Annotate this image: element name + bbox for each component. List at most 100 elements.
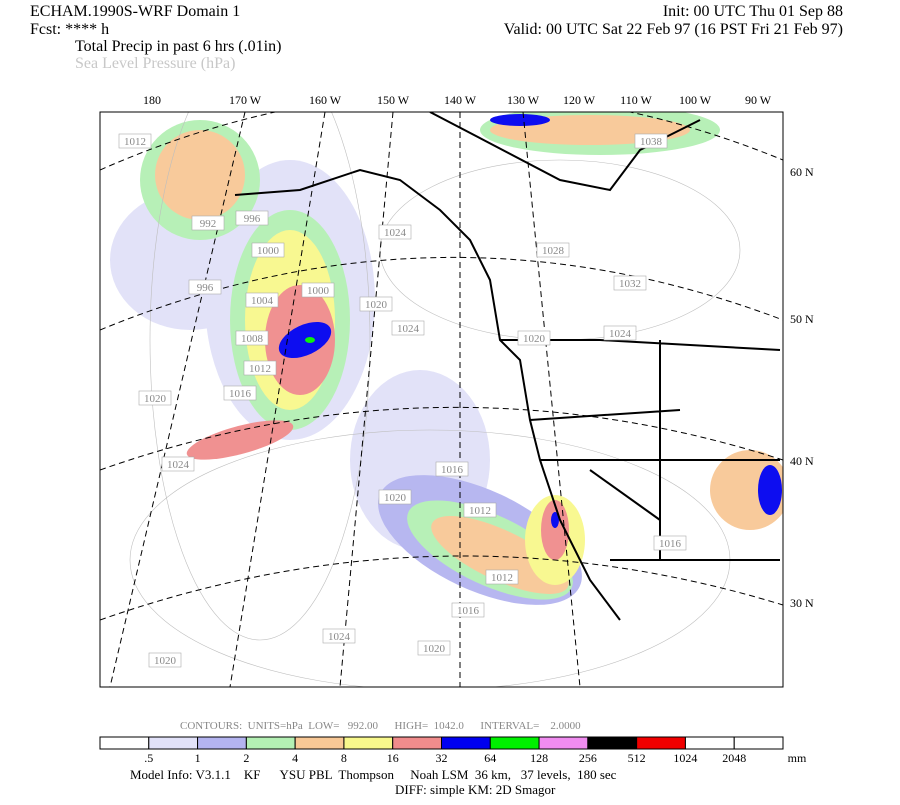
contour-label-box — [417, 640, 451, 656]
contour-label: 1008 — [241, 333, 264, 345]
contour-label-box — [485, 569, 519, 585]
contour-label: 1012 — [469, 505, 491, 517]
contour-label-box — [378, 489, 412, 505]
lon-label: 150 W — [377, 93, 410, 107]
contour-label-box — [517, 330, 551, 346]
colorbar-box — [245, 736, 296, 750]
colorbar-box — [538, 736, 589, 750]
contour-label-box — [188, 279, 222, 295]
lat-label: 40 N — [790, 454, 814, 468]
lon-label: 90 W — [745, 93, 772, 107]
contour-label: 1012 — [124, 136, 146, 148]
colorbar-label: .5 — [144, 751, 153, 765]
lon-label: 100 W — [679, 93, 712, 107]
contour-label-box — [161, 456, 195, 472]
colorbar-box — [587, 736, 638, 750]
contour-label: 1038 — [640, 136, 663, 148]
colorbar-label: 512 — [628, 751, 646, 765]
lon-label: 110 W — [620, 93, 652, 107]
colorbar-box — [343, 736, 394, 750]
contour-label-box — [653, 535, 687, 551]
contour-label: 1000 — [257, 245, 280, 257]
contour-label: 1016 — [457, 605, 480, 617]
contour-label: 1020 — [365, 299, 388, 311]
contour-label: 1020 — [144, 393, 167, 405]
contour-label-box — [191, 215, 225, 231]
contour-label: 1016 — [441, 464, 464, 476]
contour-label-box — [223, 385, 257, 401]
contour-label-box — [435, 461, 469, 477]
contour-label: 1024 — [384, 227, 407, 239]
lat-label: 30 N — [790, 596, 814, 610]
contour-label: 1020 — [154, 655, 177, 667]
contour-label-box — [301, 282, 335, 298]
contour-label-box — [359, 296, 393, 312]
lat-label: 50 N — [790, 312, 814, 326]
contour-label: 1024 — [397, 323, 420, 335]
lon-label: 180 — [143, 93, 161, 107]
valid-time: Valid: 00 UTC Sat 22 Feb 97 (16 PST Fri … — [504, 21, 843, 38]
colorbar-unit: mm — [788, 751, 807, 765]
lon-label: 160 W — [309, 93, 342, 107]
colorbar-box — [294, 736, 345, 750]
lon-label: 170 W — [229, 93, 262, 107]
contour-label: 1012 — [491, 572, 513, 584]
contour-label-box — [235, 330, 269, 346]
colorbar-box — [684, 736, 735, 750]
colorbar-box — [489, 736, 540, 750]
contour-label-box — [235, 210, 269, 226]
model-info: Model Info: V3.1.1 KF YSU PBL Thompson N… — [130, 767, 617, 782]
colorbar-label: 32 — [436, 751, 448, 765]
contour-label-box — [118, 133, 152, 149]
contour-label: 1000 — [307, 285, 330, 297]
colorbar-label: 1 — [195, 751, 201, 765]
contour-label: 1020 — [423, 643, 446, 655]
contour-label-box — [634, 133, 668, 149]
colorbar-box — [197, 736, 247, 750]
diff-info: DIFF: simple KM: 2D Smagor — [395, 782, 556, 797]
contour-label-box — [391, 320, 425, 336]
contour-label-box — [245, 292, 279, 308]
colorbar-label: 2 — [243, 751, 249, 765]
init-time: Init: 00 UTC Thu 01 Sep 88 — [663, 3, 843, 20]
field-precip: Total Precip in past 6 hrs (.01in) — [75, 38, 281, 55]
contour-label: 1032 — [619, 278, 641, 290]
contour-label-box — [451, 602, 485, 618]
lon-label: 120 W — [563, 93, 596, 107]
map-frame — [99, 111, 784, 688]
contour-label: 992 — [200, 218, 217, 230]
contour-label-box — [243, 360, 277, 376]
contour-label: 1024 — [609, 328, 632, 340]
lat-label: 60 N — [790, 165, 814, 179]
model-title: ECHAM.1990S-WRF Domain 1 — [30, 3, 240, 20]
contour-label-box — [322, 628, 356, 644]
colorbar-label: 256 — [579, 751, 597, 765]
contour-label: 1004 — [251, 295, 274, 307]
contour-label: 1016 — [659, 538, 682, 550]
lon-label: 140 W — [444, 93, 477, 107]
contour-label-box — [138, 390, 172, 406]
colorbar-box — [441, 736, 491, 750]
colorbar-label: 2048 — [722, 751, 746, 765]
contour-label: 1020 — [384, 492, 407, 504]
colorbar-label: 4 — [292, 751, 298, 765]
colorbar-box — [636, 736, 686, 750]
contour-label: 996 — [197, 282, 214, 294]
contour-label: 1024 — [328, 631, 351, 643]
contour-label-box — [613, 275, 647, 291]
contour-label-box — [148, 652, 182, 668]
contour-label: 996 — [244, 213, 261, 225]
contour-label-box — [251, 242, 285, 258]
contour-label: 1028 — [542, 245, 565, 257]
colorbar-label: 8 — [341, 751, 347, 765]
contour-label-box — [536, 242, 570, 258]
field-slp: Sea Level Pressure (hPa) — [75, 55, 235, 72]
contour-label-box — [378, 224, 412, 240]
colorbar-box — [148, 736, 199, 750]
lon-label: 130 W — [507, 93, 540, 107]
map-area — [100, 112, 783, 687]
colorbar-label: 1024 — [673, 751, 697, 765]
contour-label: 1012 — [249, 363, 271, 375]
